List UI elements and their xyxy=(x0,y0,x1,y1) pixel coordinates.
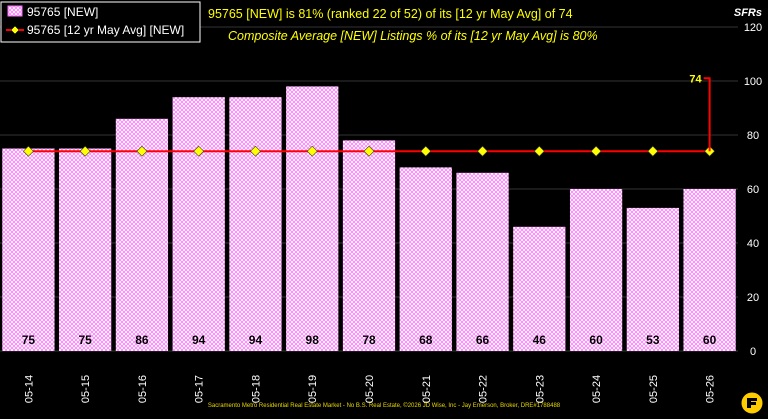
bar-value-label: 60 xyxy=(589,333,603,347)
avg-marker xyxy=(420,145,432,157)
bar xyxy=(59,148,112,351)
y-tick-label: 20 xyxy=(747,292,759,304)
bar xyxy=(513,226,566,351)
avg-marker xyxy=(363,145,375,157)
avg-marker xyxy=(533,145,545,157)
avg-line xyxy=(22,77,716,157)
legend-bar-swatch xyxy=(7,5,23,17)
avg-marker xyxy=(22,145,34,157)
bar-value-label: 53 xyxy=(646,333,660,347)
chart-subtitle: Composite Average [NEW] Listings % of it… xyxy=(228,29,598,43)
bars: 75 75 86 94 94 98 78 68 66 46 60 53 60 xyxy=(2,86,736,352)
x-tick-label: 05-26 xyxy=(705,375,717,403)
legend-bar-label: 95765 [NEW] xyxy=(27,5,98,19)
chart-title: 95765 [NEW] is 81% (ranked 22 of 52) of … xyxy=(208,7,573,21)
no-bs-logo-icon xyxy=(740,391,764,415)
bar xyxy=(2,148,55,351)
avg-annotation-label: 74 xyxy=(689,73,702,85)
bar-value-label: 68 xyxy=(419,333,433,347)
x-tick-label: 05-17 xyxy=(194,375,206,403)
x-tick-label: 05-18 xyxy=(250,375,262,403)
legend-diamond-icon xyxy=(10,25,20,35)
y-tick-label: 40 xyxy=(747,238,759,250)
y-tick-label: 0 xyxy=(750,346,756,358)
bar-value-label: 66 xyxy=(476,333,490,347)
bar xyxy=(115,118,169,351)
y-tick-label: 120 xyxy=(744,22,762,34)
bar-value-label: 46 xyxy=(533,333,547,347)
footer-credit: Sacramento Metro Residential Real Estate… xyxy=(207,403,561,409)
x-tick-label: 05-22 xyxy=(478,375,490,403)
legend-line-label: 95765 [12 yr May Avg] [NEW] xyxy=(27,23,184,37)
bar-value-label: 94 xyxy=(249,333,263,347)
avg-marker xyxy=(477,145,488,157)
bar-value-label: 75 xyxy=(22,333,36,347)
bar xyxy=(229,97,282,351)
y-tick-label: 80 xyxy=(747,130,759,142)
x-tick-label: 05-16 xyxy=(137,375,149,403)
y-tick-label: 100 xyxy=(744,76,762,88)
avg-marker xyxy=(306,145,318,157)
avg-annotation-line xyxy=(703,77,711,152)
bar-value-label: 86 xyxy=(135,333,149,347)
x-tick-labels: 05-14 05-15 05-16 05-17 05-18 05-19 05-20 05-21… xyxy=(23,375,716,403)
bar xyxy=(399,167,452,351)
x-tick-label: 05-25 xyxy=(648,375,660,403)
avg-marker xyxy=(136,145,148,157)
avg-marker xyxy=(193,145,205,157)
avg-marker xyxy=(79,145,91,157)
bar xyxy=(569,189,623,351)
bar xyxy=(342,140,396,351)
x-tick-label: 05-20 xyxy=(364,375,376,403)
y-axis-title: SFRs xyxy=(734,7,762,19)
avg-marker xyxy=(250,145,261,157)
bar xyxy=(683,189,736,351)
x-tick-label: 05-15 xyxy=(80,375,92,403)
bar-value-label: 75 xyxy=(78,333,92,347)
y-tick-label: 60 xyxy=(747,184,759,196)
bar-value-label: 94 xyxy=(192,333,206,347)
x-tick-label: 05-14 xyxy=(23,375,35,403)
bar xyxy=(172,97,225,351)
legend: 95765 [NEW] 95765 [12 yr May Avg] [NEW] xyxy=(0,1,201,43)
x-tick-label: 05-23 xyxy=(534,375,546,403)
x-tick-label: 05-24 xyxy=(591,375,603,403)
x-tick-label: 05-19 xyxy=(307,375,319,403)
y-tick-labels: 0 20 40 60 80 100 120 xyxy=(744,22,762,358)
bar-value-label: 78 xyxy=(362,333,376,347)
bar xyxy=(456,172,509,351)
bar-value-label: 98 xyxy=(306,333,320,347)
bar-value-label: 60 xyxy=(703,333,717,347)
avg-marker xyxy=(590,145,602,157)
avg-marker xyxy=(647,145,659,157)
x-tick-label: 05-21 xyxy=(421,375,433,403)
bar xyxy=(626,207,679,351)
bar xyxy=(286,86,339,352)
